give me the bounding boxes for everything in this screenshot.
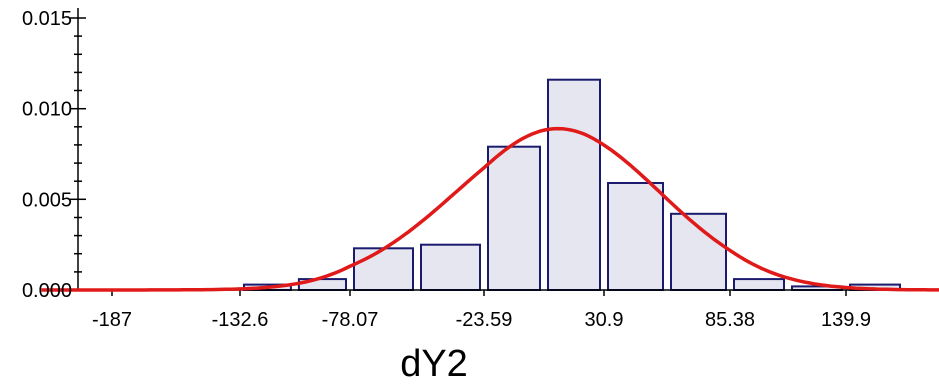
histogram-bar-4 [420, 243, 481, 291]
x-tick-label: 139.9 [821, 309, 871, 331]
histogram-bar-5 [487, 145, 541, 291]
x-tick-label: 85.38 [705, 309, 755, 331]
x-tick-label: 30.9 [585, 309, 624, 331]
histogram-bar-3 [353, 247, 414, 292]
y-tick-labels: 0.000 0.005 0.010 0.015 [22, 8, 72, 302]
histogram-bar-6 [547, 78, 601, 291]
x-tick-label: -23.59 [456, 309, 513, 331]
normal-fit-curve [41, 126, 939, 292]
histogram-bar-9 [733, 278, 785, 292]
x-tick-label: -78.07 [322, 309, 379, 331]
y-tick-label: 0.005 [22, 189, 72, 211]
x-tick-label: -132.6 [212, 309, 269, 331]
y-tick-label: 0.010 [22, 99, 72, 121]
histogram-bar-7 [607, 182, 664, 291]
x-tick-label: -187 [92, 309, 132, 331]
x-tick-labels: -187 -132.6 -78.07 -23.59 30.9 85.38 139.9 [92, 309, 871, 331]
y-tick-label: 0.015 [22, 8, 72, 30]
y-axis [70, 8, 86, 291]
x-axis-title: dY2 [400, 343, 468, 384]
histogram-bars [243, 78, 901, 292]
y-tick-label: 0.000 [22, 280, 72, 302]
